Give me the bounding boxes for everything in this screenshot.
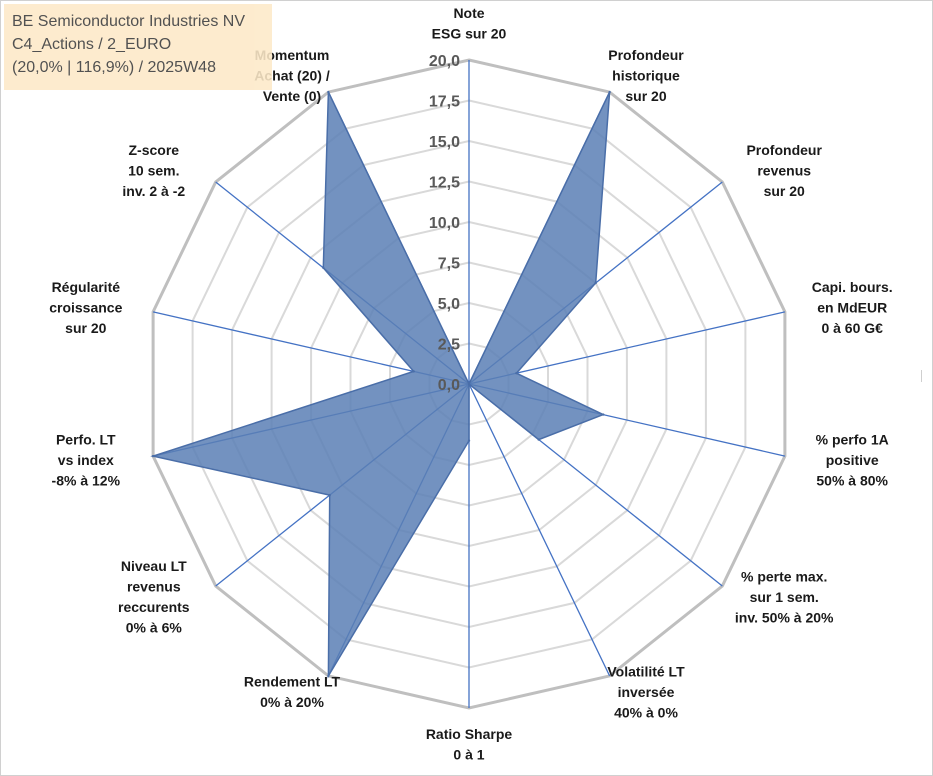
data-point-10 <box>151 454 155 458</box>
axis-label-1-line-1: historique <box>612 68 680 84</box>
axis-label-4-line-0: % perfo 1A <box>816 431 889 447</box>
data-point-12 <box>322 266 325 269</box>
axis-label-4: % perfo 1A positive 50% à 80% <box>816 431 889 488</box>
tick-label-4: 10,0 <box>429 215 460 232</box>
axis-label-12: Z-score 10 sem. inv. 2 à -2 <box>122 142 185 199</box>
axis-label-4-line-2: 50% à 80% <box>816 472 888 488</box>
axis-label-6-line-1: inversée <box>618 684 675 700</box>
axis-label-0-line-0: Note <box>453 5 484 21</box>
tick-label-7: 17,5 <box>429 94 460 111</box>
axis-label-13-line-2: Vente (0) <box>263 88 321 104</box>
axis-label-0: Note ESG sur 20 <box>432 5 507 42</box>
axis-label-6-line-0: Volatilité LT <box>607 663 685 679</box>
axis-label-12-line-2: inv. 2 à -2 <box>122 183 185 199</box>
axis-label-4-line-1: positive <box>826 452 879 468</box>
tick-label-2: 5,0 <box>438 296 460 313</box>
company-name: BE Semiconductor Industries NV <box>12 13 245 30</box>
axis-label-10-line-2: -8% à 12% <box>52 472 121 488</box>
axis-label-1-line-0: Profondeur <box>608 47 684 63</box>
tick-label-3: 7,5 <box>438 256 460 273</box>
series-area <box>150 91 611 679</box>
axis-label-9-line-0: Niveau LT <box>121 558 187 574</box>
category-label: C4_Actions / 2_EURO <box>12 36 172 53</box>
axis-labels: Note ESG sur 20 Profondeur historique sur 20… <box>49 5 892 763</box>
edge-mark <box>921 370 922 382</box>
axis-label-8: Rendement LT 0% à 20% <box>244 674 341 711</box>
axis-label-12-line-0: Z-score <box>129 142 180 158</box>
axis-label-5-line-1: sur 1 sem. <box>750 589 819 605</box>
data-point-3 <box>515 372 518 375</box>
info-box: BE Semiconductor Industries NV C4_Action… <box>4 4 272 90</box>
axis-label-6: Volatilité LT inversée 40% à 0% <box>607 663 685 720</box>
axis-label-13: Momentum Achat (20) / Vente (0) <box>254 47 330 104</box>
axis-spoke-3 <box>468 311 786 385</box>
axis-label-8-line-1: 0% à 20% <box>260 694 324 710</box>
data-point-7 <box>467 439 471 442</box>
axis-spoke-6 <box>468 383 611 677</box>
axis-label-3-line-0: Capi. bours. <box>812 279 893 295</box>
data-point-9 <box>328 493 331 497</box>
axis-label-13-line-0: Momentum <box>255 47 330 63</box>
tick-labels: 0,0 2,5 5,0 7,5 10,0 12,5 15,0 17,5 20,0 <box>429 53 460 394</box>
axis-label-13-line-1: Achat (20) / <box>254 68 330 84</box>
axis-label-2-line-1: revenus <box>757 163 811 179</box>
axis-label-9-line-2: reccurents <box>118 599 190 615</box>
axis-label-11-line-1: croissance <box>49 300 122 316</box>
stats-label: (20,0% | 116,9%) / 2025W48 <box>12 59 216 76</box>
axis-label-5-line-0: % perte max. <box>741 569 827 585</box>
axis-label-10-line-0: Perfo. LT <box>56 431 116 447</box>
axis-label-7: Ratio Sharpe 0 à 1 <box>426 726 513 763</box>
axis-label-2: Profondeur revenus sur 20 <box>746 142 822 199</box>
data-point-2 <box>594 281 597 285</box>
data-point-6 <box>467 382 471 386</box>
axis-label-11-line-0: Régularité <box>52 279 121 295</box>
axis-label-3: Capi. bours. en MdEUR 0 à 60 G€ <box>812 279 893 336</box>
axis-label-3-line-1: en MdEUR <box>817 300 887 316</box>
axis-label-2-line-2: sur 20 <box>764 183 805 199</box>
tick-label-5: 12,5 <box>429 175 460 192</box>
data-point-11 <box>412 370 415 373</box>
data-point-4 <box>602 413 605 416</box>
axis-label-9-line-1: revenus <box>127 579 181 595</box>
tick-label-6: 15,0 <box>429 134 460 151</box>
axis-label-1: Profondeur historique sur 20 <box>608 47 684 104</box>
data-point-8 <box>327 674 330 678</box>
axis-label-1-line-2: sur 20 <box>625 88 666 104</box>
tick-label-0: 0,0 <box>438 377 460 394</box>
axis-label-5: % perte max. sur 1 sem. inv. 50% à 20% <box>735 569 834 626</box>
axis-label-7-line-1: 0 à 1 <box>453 747 484 763</box>
axis-label-11: Régularité croissance sur 20 <box>49 279 122 336</box>
data-point-5 <box>537 438 540 441</box>
tick-label-8: 20,0 <box>429 53 460 70</box>
axis-label-5-line-2: inv. 50% à 20% <box>735 610 834 626</box>
tick-label-1: 2,5 <box>438 337 460 354</box>
data-point-1 <box>608 90 611 94</box>
axis-label-3-line-2: 0 à 60 G€ <box>821 320 883 336</box>
axis-label-11-line-2: sur 20 <box>65 320 106 336</box>
data-area <box>150 90 611 679</box>
axis-label-2-line-0: Profondeur <box>746 142 822 158</box>
axis-label-0-line-1: ESG sur 20 <box>432 26 507 42</box>
axis-label-10-line-1: vs index <box>58 452 114 468</box>
axis-label-9: Niveau LT revenus reccurents 0% à 6% <box>118 558 190 636</box>
data-point-13 <box>327 90 330 94</box>
axis-label-7-line-0: Ratio Sharpe <box>426 726 513 742</box>
axis-label-8-line-0: Rendement LT <box>244 674 341 690</box>
axis-label-9-line-3: 0% à 6% <box>126 620 183 636</box>
axis-label-12-line-1: 10 sem. <box>128 163 179 179</box>
axis-label-6-line-2: 40% à 0% <box>614 704 678 720</box>
axis-label-10: Perfo. LT vs index -8% à 12% <box>52 431 121 488</box>
